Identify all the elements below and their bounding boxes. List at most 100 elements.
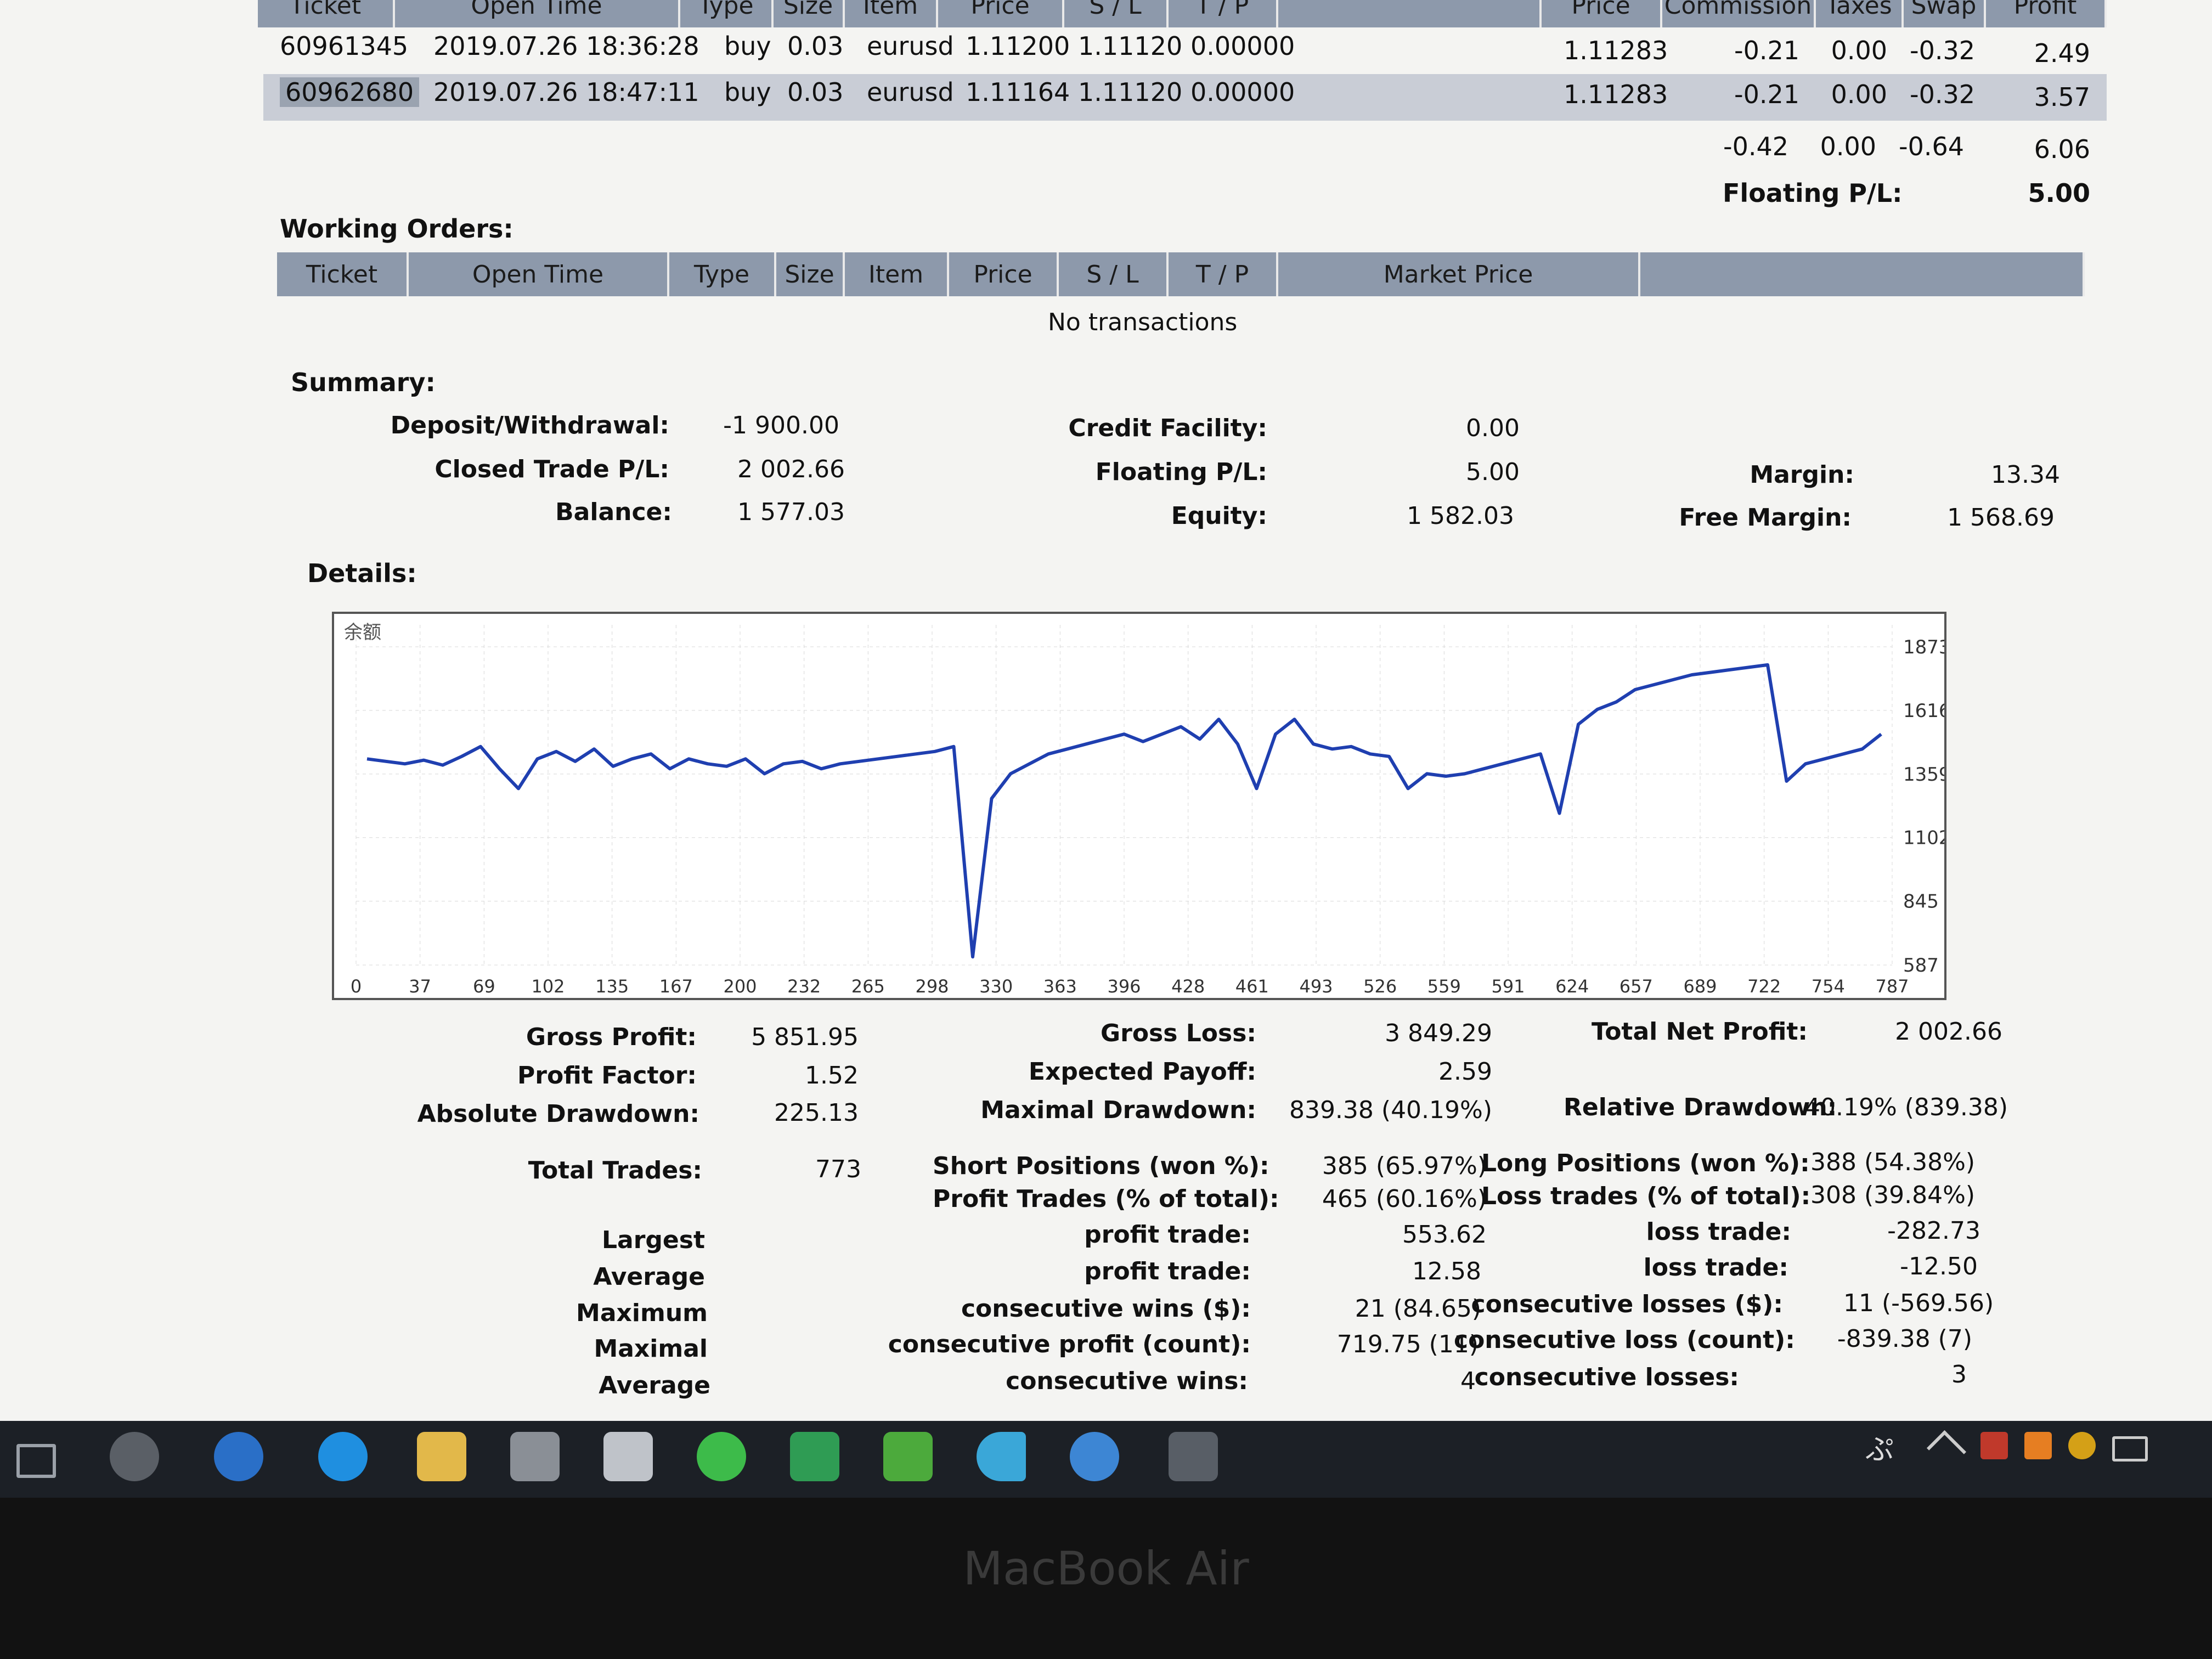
wo-th-open-time-label: Open Time [472, 260, 604, 289]
metatrader-icon[interactable] [1169, 1432, 1218, 1481]
row-item: eurusd [867, 77, 954, 107]
th-sl[interactable]: S / L [1064, 0, 1169, 27]
store-icon[interactable] [510, 1432, 560, 1481]
th-market-price[interactable]: Price [1542, 0, 1662, 27]
wo-th-open-time[interactable]: Open Time [409, 252, 669, 296]
credit-facility-value: 0.00 [1466, 414, 1520, 442]
th-item[interactable]: Item [845, 0, 938, 27]
wo-th-item-label: Item [868, 260, 924, 289]
x-tick-label: 232 [787, 976, 821, 997]
short-positions-value: 385 (65.97%) [1322, 1152, 1487, 1180]
chart-corner-label: 余额 [344, 622, 381, 644]
th-type-label: Type [698, 0, 754, 20]
row-taxes: 0.00 [1831, 80, 1887, 109]
system-tray[interactable] [1926, 1430, 2151, 1470]
maximal-consecutive-loss-label: consecutive loss (count): [1454, 1326, 1795, 1354]
x-tick-label: 200 [723, 976, 757, 997]
th-type[interactable]: Type [680, 0, 774, 27]
short-positions-label: Short Positions (won %): [933, 1152, 1269, 1180]
profit-factor-label: Profit Factor: [517, 1062, 697, 1090]
wo-th-size[interactable]: Size [776, 252, 845, 296]
row-type: buy [724, 77, 771, 107]
media-player-icon[interactable] [977, 1432, 1026, 1481]
tray-app3-icon[interactable] [2068, 1432, 2096, 1459]
average-consecutive-losses-label: consecutive losses: [1474, 1363, 1739, 1391]
wo-th-ticket[interactable]: Ticket [277, 252, 409, 296]
tray-app2-icon[interactable] [2024, 1432, 2052, 1459]
row-swap: -0.32 [1909, 36, 1975, 65]
th-ticket[interactable]: Ticket [258, 0, 395, 27]
green-app-icon[interactable] [790, 1432, 839, 1481]
table-row[interactable]: 60961345 2019.07.26 18:36:28 buy 0.03 eu… [263, 30, 2107, 74]
th-profit-label: Profit [2013, 0, 2077, 20]
th-taxes-label: Taxes [1825, 0, 1892, 20]
long-positions-value: 388 (54.38%) [1810, 1148, 1976, 1176]
app-s-icon[interactable] [110, 1432, 159, 1481]
tray-people-icon[interactable]: ぷ [1865, 1434, 1894, 1466]
relative-drawdown-value: 40.19% (839.38) [1805, 1093, 2008, 1121]
row-taxes: 0.00 [1831, 36, 1887, 65]
wo-th-sl[interactable]: S / L [1059, 252, 1169, 296]
expected-payoff-label: Expected Payoff: [1028, 1058, 1256, 1086]
ie-icon[interactable] [318, 1432, 368, 1481]
wo-th-price[interactable]: Price [949, 252, 1059, 296]
wechat-icon[interactable] [697, 1432, 746, 1481]
expected-payoff-value: 2.59 [1438, 1058, 1492, 1086]
x-tick-label: 722 [1747, 976, 1781, 997]
x-tick-label: 526 [1363, 976, 1397, 997]
table-row-selected[interactable]: 60962680 2019.07.26 18:47:11 buy 0.03 eu… [263, 74, 2107, 121]
battery-icon[interactable] [2112, 1436, 2148, 1462]
floating-pl-label: Floating P/L: [1723, 178, 1903, 208]
row-item: eurusd [867, 31, 954, 61]
row-price: 1.11200 [966, 31, 1070, 61]
total-trades-label: Total Trades: [528, 1156, 702, 1184]
wo-th-market-price[interactable]: Market Price [1278, 252, 1640, 296]
x-tick-label: 428 [1171, 976, 1205, 997]
x-tick-label: 69 [473, 976, 495, 997]
calendar-icon[interactable] [883, 1432, 933, 1481]
th-price[interactable]: Price [938, 0, 1064, 27]
th-commission[interactable]: Commission [1662, 0, 1816, 27]
wo-th-type[interactable]: Type [669, 252, 776, 296]
internet-explorer-icon[interactable] [1070, 1432, 1119, 1481]
wo-th-tp[interactable]: T / P [1169, 252, 1278, 296]
total-commission: -0.42 [1723, 132, 1788, 161]
th-size[interactable]: Size [774, 0, 845, 27]
tray-app-icon[interactable] [1980, 1432, 2008, 1459]
file-explorer-icon[interactable] [417, 1432, 466, 1481]
wo-th-item[interactable]: Item [845, 252, 949, 296]
chevron-up-icon[interactable] [1926, 1430, 1967, 1470]
row-sl: 1.11120 [1078, 31, 1183, 61]
th-swap[interactable]: Swap [1904, 0, 1986, 27]
floating-summary-value: 5.00 [1466, 458, 1520, 486]
closed-trade-value: 2 002.66 [737, 455, 845, 483]
x-tick-label: 591 [1491, 976, 1525, 997]
th-profit[interactable]: Profit [1986, 0, 2107, 27]
largest-loss-label: loss trade: [1646, 1218, 1791, 1246]
gross-loss-label: Gross Loss: [1101, 1019, 1256, 1047]
row-size: 0.03 [787, 77, 844, 107]
th-tp[interactable]: T / P [1169, 0, 1278, 27]
maximal-consecutive-loss-value: -839.38 (7) [1837, 1325, 1972, 1353]
screen: Ticket Open Time Type Size Item Price S … [0, 0, 2212, 1421]
th-taxes[interactable]: Taxes [1816, 0, 1904, 27]
laptop-bezel [0, 1498, 2212, 1659]
closed-trade-label: Closed Trade P/L: [435, 455, 669, 483]
gross-loss-value: 3 849.29 [1385, 1019, 1492, 1047]
equity-value: 1 582.03 [1407, 502, 1514, 530]
task-view-icon[interactable] [16, 1444, 56, 1478]
th-size-label: Size [783, 0, 833, 20]
row-size: 0.03 [787, 31, 844, 61]
x-tick-label: 461 [1235, 976, 1269, 997]
th-open-time[interactable]: Open Time [395, 0, 680, 27]
mail-icon[interactable] [603, 1432, 653, 1481]
y-tick-label: 1102 [1903, 827, 1944, 849]
profit-factor-value: 1.52 [805, 1062, 859, 1090]
row-commission: -0.21 [1734, 36, 1799, 65]
average-consecutive-losses-value: 3 [1951, 1361, 1967, 1389]
edge-icon[interactable] [214, 1432, 263, 1481]
row-commission: -0.21 [1734, 80, 1799, 109]
th-swap-label: Swap [1911, 0, 1977, 20]
macbook-label: MacBook Air [963, 1542, 1249, 1595]
balance-series-line [366, 663, 1882, 959]
